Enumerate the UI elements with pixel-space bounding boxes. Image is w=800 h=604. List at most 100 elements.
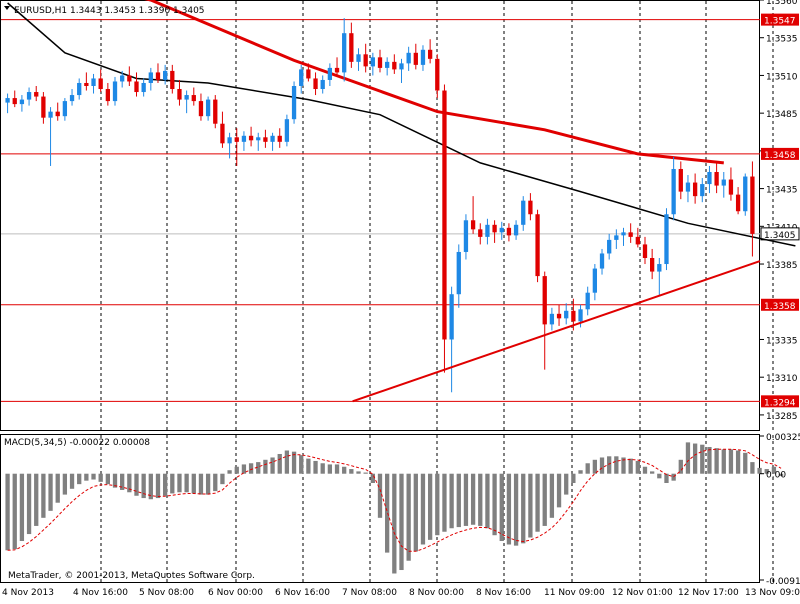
macd-bar [750,462,755,474]
level-label-box [761,147,799,160]
candle-body [664,214,669,265]
macd-bar [62,473,68,495]
candle-body [499,227,504,233]
macd-bar [528,473,533,538]
candle-body [213,99,218,124]
y-tick-label: 1.3485 [766,110,798,120]
level-label-box [761,13,799,26]
macd-bar [327,464,333,474]
macd-bar [513,473,519,546]
macd-bar [134,473,139,496]
candle-body [34,92,39,97]
candle-body [299,69,304,86]
macd-bar [349,469,354,474]
candle-body [571,310,576,322]
y-tick-label: 1.3310 [766,374,798,384]
candle-body [349,33,354,62]
macd-bar [377,473,383,518]
y-tick-label: 1.3435 [766,186,798,196]
candle-body [170,70,175,90]
macd-bar [478,473,483,526]
candle-body [506,227,512,236]
candle-body [635,236,640,245]
macd-bar [728,449,734,474]
candle-body [435,58,440,91]
candle-body [220,123,225,144]
macd-y-tick-label: -0.00916 [766,577,800,587]
macd-bar [270,457,275,474]
macd-y-tick-label: 0.00 [766,471,786,481]
current-price-label: 1.3405 [764,231,796,241]
macd-bar [342,466,347,474]
candle-body [707,172,712,185]
macd-bar [642,466,648,474]
macd-bar [370,473,375,483]
candle-body [26,92,32,100]
collapse-arrow-icon[interactable] [4,6,10,10]
candle-body [263,137,268,142]
candle-body [306,69,311,79]
macd-bar [707,447,712,474]
macd-bar [241,464,247,474]
macd-bar [456,473,461,528]
candle-body [456,251,461,295]
macd-bar [427,473,433,540]
candle-body [377,57,383,68]
candle-body [728,179,734,195]
x-tick-label: 12 Nov 01:00 [612,588,673,598]
candle-body [592,268,598,293]
macd-bar [363,472,368,474]
macd-bar [248,463,254,474]
support-trendline[interactable] [352,260,761,403]
macd-bar [406,473,411,561]
macd-bar [162,473,168,496]
macd-bar [177,473,182,493]
y-tick-label: 1.3285 [766,412,798,422]
candle-body [650,258,655,272]
macd-bar [77,473,82,485]
candle-body [535,214,540,277]
candle-body [191,95,196,102]
macd-signal-line [7,448,782,552]
macd-bar [105,473,110,485]
macd-bar [599,457,605,474]
macd-bar [306,458,311,474]
candle-body [77,82,82,96]
macd-bar [499,473,504,542]
macd-bar [771,466,777,474]
macd-bar [141,473,146,499]
macd-bar [592,459,598,474]
candle-body [485,224,490,237]
candle-body [521,200,526,225]
candle-body [205,99,211,117]
candle-body [413,52,418,65]
macd-bar [112,473,118,488]
current-price-box [760,227,800,241]
macd-bar [41,473,46,518]
macd-bar [69,473,75,489]
candle-body [120,75,125,82]
y-tick-label: 1.3560 [766,0,798,7]
candle-body [614,235,619,240]
macd-bar [227,470,232,474]
candle-body [513,224,519,236]
macd-bar [84,473,89,481]
candle-body [549,313,555,325]
x-tick-label: 7 Nov 08:00 [342,588,397,598]
macd-bar [549,473,555,518]
candle-body [98,78,103,90]
candle-body [463,220,469,252]
macd-bar [764,469,769,474]
candle-body [671,168,676,215]
macd-bar [256,462,261,474]
candle-body [127,75,132,82]
candle-body [721,179,726,186]
macd-bar [26,473,32,535]
candle-body [198,101,204,117]
candle-body [427,49,433,59]
macd-bar [664,473,669,483]
candle-body [105,89,110,102]
chart-symbol-header: EURUSD,H1 1.3443 1.3453 1.3390 1.3405 [14,6,205,16]
macd-bar [299,455,304,474]
